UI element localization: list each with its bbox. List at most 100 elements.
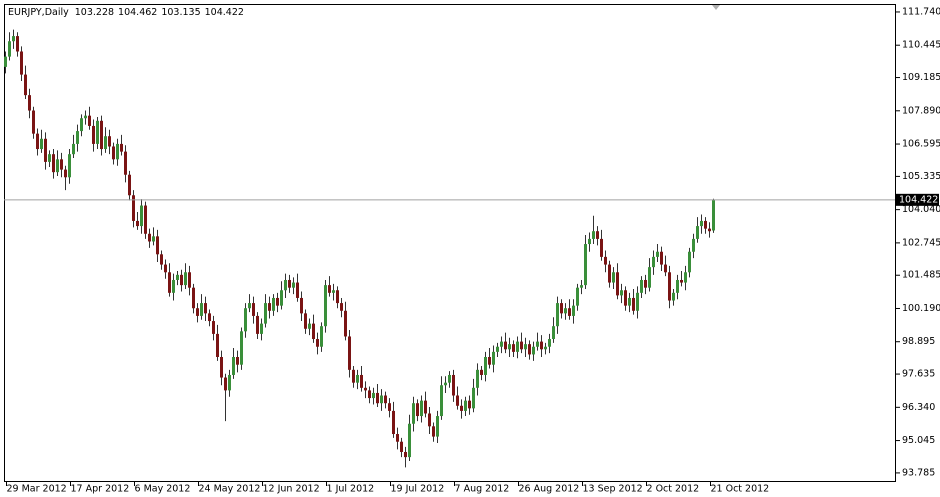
candle-body — [436, 416, 439, 437]
candle-body — [368, 390, 371, 399]
candle-body — [588, 238, 591, 245]
candle-body — [600, 238, 603, 257]
candle-body — [496, 346, 499, 352]
candle-body — [84, 115, 87, 119]
y-tick-label: 98.895 — [902, 336, 935, 347]
candle-body — [604, 256, 607, 265]
candle-body — [32, 110, 35, 134]
candle-body — [576, 287, 579, 306]
candle-body — [524, 344, 527, 350]
candle-body — [52, 154, 55, 173]
candle-body — [432, 426, 435, 437]
candle-body — [560, 303, 563, 314]
candle-body — [108, 136, 111, 147]
x-tick-label: 29 Mar 2012 — [7, 484, 67, 495]
y-tick-label: 93.785 — [902, 467, 935, 478]
candle-body — [492, 351, 495, 365]
candle-body — [332, 290, 335, 293]
candle-body — [188, 272, 191, 288]
candle-body — [92, 125, 95, 144]
candle-body — [644, 279, 647, 288]
candle-body — [232, 357, 235, 375]
y-tick-label: 101.485 — [902, 270, 940, 281]
y-tick-label: 107.890 — [902, 105, 940, 116]
candle-body — [244, 308, 247, 332]
candle-body — [488, 357, 491, 365]
candle-body — [192, 287, 195, 309]
candle-body — [356, 374, 359, 383]
candle-body — [252, 303, 255, 316]
candle-body — [272, 297, 275, 311]
candle-body — [500, 341, 503, 347]
candle-body — [504, 341, 507, 350]
candle-body — [628, 297, 631, 306]
candle-body — [176, 274, 179, 280]
candle-body — [420, 400, 423, 417]
candle-body — [228, 374, 231, 391]
candle-body — [636, 292, 639, 311]
candle-body — [392, 410, 395, 435]
candle-body — [316, 339, 319, 347]
candle-body — [240, 331, 243, 365]
candle-body — [404, 451, 407, 458]
candle-body — [204, 303, 207, 314]
candle-body — [68, 154, 71, 178]
candle-body — [512, 344, 515, 352]
candle-body — [172, 279, 175, 293]
candle-body — [428, 413, 431, 427]
candle-body — [280, 290, 283, 306]
candle-body — [384, 395, 387, 404]
candle-body — [408, 423, 411, 458]
candle-body — [96, 120, 99, 144]
y-tick-label: 104.040 — [902, 204, 940, 215]
candle-body — [476, 369, 479, 388]
x-tick-label: 2 Oct 2012 — [647, 484, 700, 495]
candle-body — [584, 244, 587, 286]
candle-body — [348, 336, 351, 370]
x-tick-label: 6 May 2012 — [135, 484, 191, 495]
candle-body — [684, 272, 687, 283]
candle-body — [276, 297, 279, 306]
candle-body — [336, 290, 339, 304]
candle-body — [136, 220, 139, 227]
candle-body — [324, 285, 327, 327]
candle-body — [544, 346, 547, 350]
chart-title: EURJPY,Daily — [8, 7, 69, 18]
candle-body — [612, 272, 615, 283]
y-tick-label: 96.340 — [902, 402, 935, 413]
y-tick-label: 100.190 — [902, 303, 940, 314]
candle-body — [536, 341, 539, 347]
candle-body — [148, 233, 151, 242]
candle-body — [112, 146, 115, 160]
candle-body — [4, 56, 7, 67]
candle-body — [292, 282, 295, 288]
candle-body — [444, 382, 447, 386]
shift-marker — [712, 5, 720, 10]
x-tick-label: 12 Jun 2012 — [263, 484, 320, 495]
x-tick-label: 13 Sep 2012 — [583, 484, 643, 495]
candle-body — [300, 297, 303, 314]
candle-body — [480, 369, 483, 375]
candle-body — [312, 323, 315, 340]
plot-frame — [4, 4, 896, 482]
candle-body — [520, 341, 523, 350]
candle-body — [556, 303, 559, 327]
candle-body — [464, 400, 467, 411]
candle-body — [264, 303, 267, 324]
candle-body — [88, 115, 91, 126]
candle-body — [352, 369, 355, 383]
candle-body — [156, 236, 159, 255]
candle-body — [152, 236, 155, 242]
candle-body — [592, 231, 595, 239]
candle-body — [224, 377, 227, 391]
candle-body — [508, 344, 511, 350]
candle-body — [236, 357, 239, 365]
y-tick-label: 106.595 — [902, 139, 940, 150]
candle-body — [572, 305, 575, 316]
header-open: 103.228 — [75, 7, 114, 18]
candle-body — [124, 151, 127, 175]
candle-body — [80, 118, 83, 132]
candle-body — [396, 434, 399, 442]
candle-body — [380, 395, 383, 404]
